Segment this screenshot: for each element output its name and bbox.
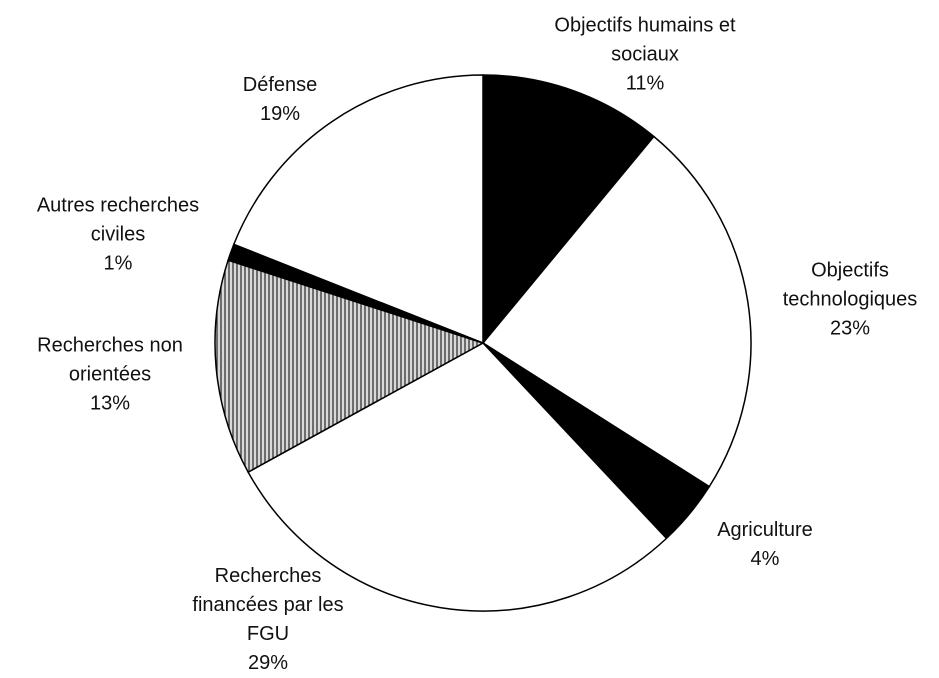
pie-slice (247, 342, 668, 612)
category-label: Agriculture (717, 519, 813, 541)
category-label: Objectifs technologiques (782, 259, 918, 311)
category-label: Recherches financées par les FGU (192, 565, 344, 645)
value-label: 29% (247, 652, 289, 674)
value-label: 13% (89, 392, 131, 415)
value-label: 4% (750, 548, 780, 570)
slice-label: Agriculture 4% (690, 516, 840, 574)
category-label: Recherches non orientées (37, 334, 183, 386)
pie-slice (482, 74, 655, 346)
category-label: Objectifs humains et sociaux (554, 14, 736, 66)
value-label: 11% (625, 72, 665, 95)
slice-label: Autres recherches civiles 1% (18, 192, 218, 279)
value-label: 1% (103, 252, 133, 275)
value-label: 23% (829, 317, 871, 340)
pie-slice (214, 259, 485, 474)
slice-label: Défense 19% (205, 71, 355, 129)
slice-label: Recherches financées par les FGU 29% (173, 562, 363, 678)
value-label: 19% (259, 103, 301, 125)
pie-slice (481, 135, 752, 488)
slice-label: Recherches non orientées 13% (5, 332, 215, 419)
category-label: Défense (242, 74, 318, 96)
slice-label: Objectifs technologiques 23% (765, 257, 935, 344)
pie-slice (232, 74, 484, 345)
slice-label: Objectifs humains et sociaux 11% (545, 12, 745, 99)
category-label: Autres recherches civiles (36, 194, 200, 246)
